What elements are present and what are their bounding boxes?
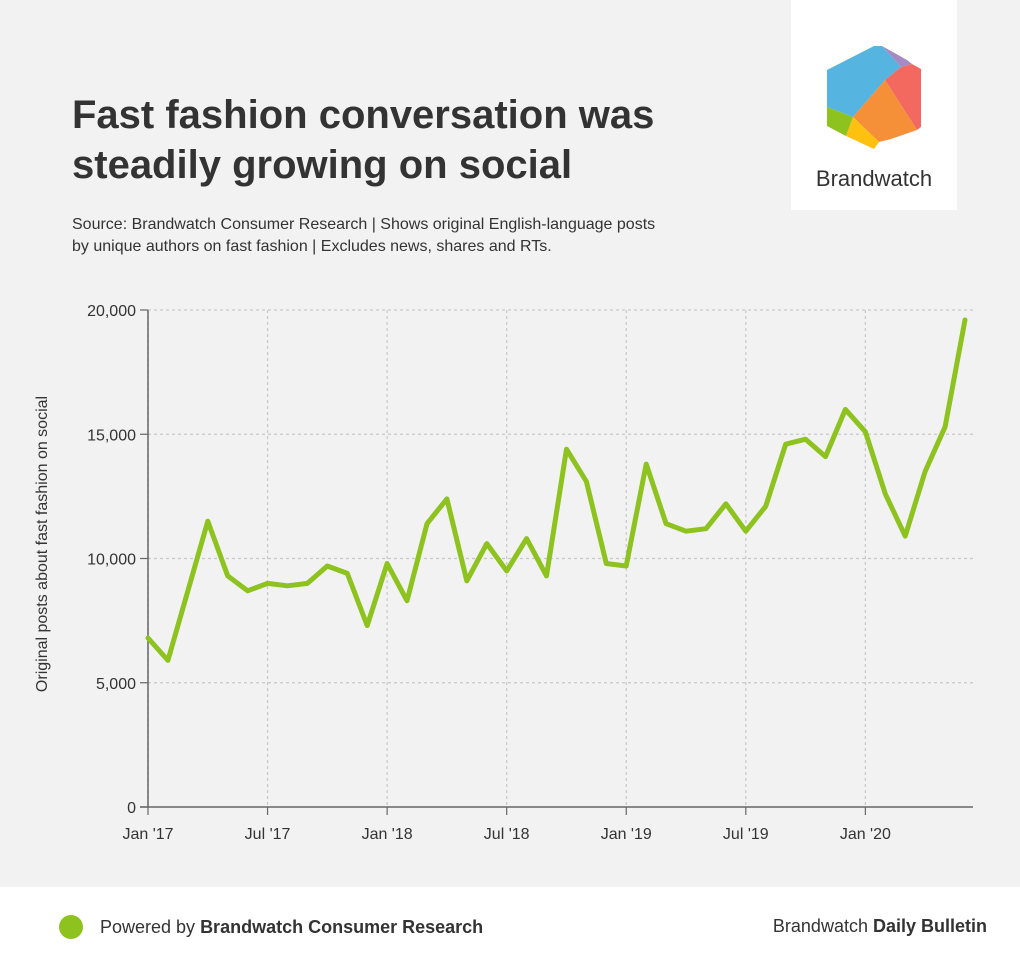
y-tick-label: 5,000	[96, 676, 136, 693]
chart-subtitle: Source: Brandwatch Consumer Research | S…	[72, 214, 732, 258]
logo-segment-blue	[827, 46, 901, 117]
brandwatch-logo: Brandwatch	[791, 0, 957, 210]
x-tick-label: Jul '19	[723, 826, 769, 843]
x-tick-label: Jan '19	[601, 826, 652, 843]
y-tick-label: 10,000	[87, 552, 136, 569]
x-tick-label: Jan '17	[122, 826, 173, 843]
title-line-2: steadily growing on social	[72, 143, 573, 187]
y-tick-label: 0	[127, 800, 136, 817]
tick-labels: 0 5,000 10,000 15,000 20,000 Jan '17 Jul '17 Ja…	[87, 303, 891, 843]
series-line	[145, 317, 968, 663]
footer-dot-icon	[59, 915, 83, 939]
footer-powered-by: Powered by Brandwatch Consumer Research	[100, 917, 483, 938]
footer-prefix: Powered by	[100, 917, 201, 937]
y-tick-label: 15,000	[87, 427, 136, 444]
footer-right-brand: Daily Bulletin	[872, 916, 987, 936]
axes	[140, 309, 973, 815]
logo-segment-red	[885, 64, 921, 130]
x-tick-label: Jul '17	[245, 826, 291, 843]
x-tick-label: Jul '18	[484, 826, 530, 843]
line-chart: 0 5,000 10,000 15,000 20,000 Jan '17 Jul '17 Ja…	[34, 303, 973, 843]
logo-segment-orange	[853, 80, 917, 142]
footer-brand: Brandwatch Consumer Research	[200, 917, 484, 937]
chart-title: Fast fashion conversation was steadily g…	[72, 90, 712, 190]
x-tick-label: Jan '18	[362, 826, 413, 843]
subtitle-line-1: Source: Brandwatch Consumer Research | S…	[72, 216, 656, 233]
footer: Powered by Brandwatch Consumer Research …	[0, 887, 1020, 963]
y-axis-label: Original posts about fast fashion on soc…	[34, 396, 51, 692]
footer-right-prefix: Brandwatch	[772, 916, 873, 936]
logo-wordmark: Brandwatch	[815, 166, 933, 191]
x-tick-label: Jan '20	[840, 826, 891, 843]
logo-segment-green	[827, 107, 853, 136]
grid-lines	[147, 309, 973, 807]
subtitle-line-2: by unique authors on fast fashion | Excl…	[72, 238, 552, 255]
title-line-1: Fast fashion conversation was	[72, 93, 655, 137]
y-tick-label: 20,000	[87, 303, 136, 320]
footer-bulletin: Brandwatch Daily Bulletin	[773, 916, 987, 937]
logo-segment-yellow	[846, 117, 879, 149]
logo-segment-purple	[882, 46, 912, 67]
brandwatch-hexagon-icon	[827, 46, 921, 149]
